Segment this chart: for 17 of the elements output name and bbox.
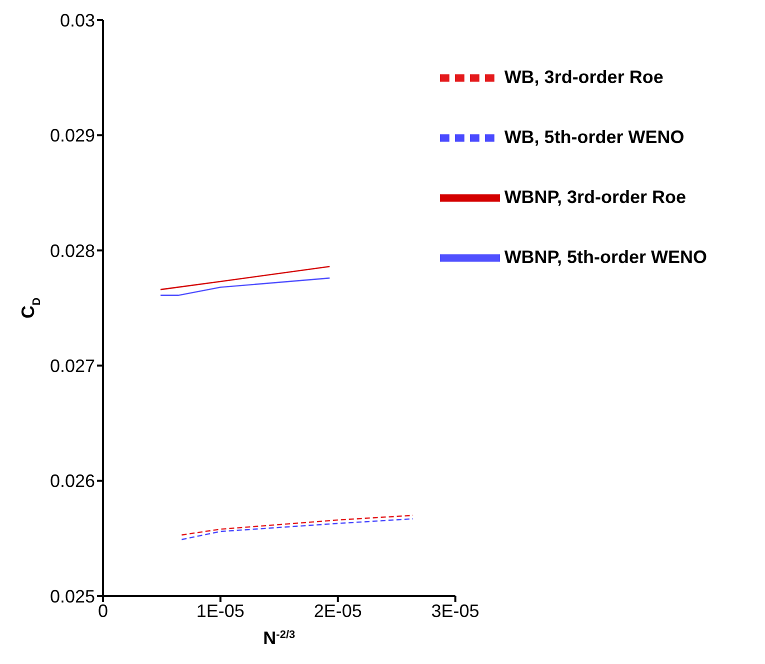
legend-label: WBNP, 5th-order WENO [504,246,707,267]
y-tick-label: 0.029 [50,126,95,146]
x-tick-label: 2E-05 [314,600,362,621]
x-tick-label: 1E-05 [196,600,244,621]
y-tick-label: 0.028 [50,240,95,261]
y-tick-label: 0.025 [50,586,95,606]
line-series [181,518,414,540]
x-tick-label: 3E-05 [431,600,480,621]
y-tick-label: 0.027 [50,356,95,376]
legend-label: WB, 5th-order WENO [504,126,684,147]
legend-label: WBNP, 3rd-order Roe [504,186,686,207]
legend-label: WB, 3rd-order Roe [504,66,664,87]
x-axis-title: N$^{-2/3}$ [263,628,296,648]
y-tick-label: 0.03 [60,10,95,30]
line-series [181,514,414,536]
x-tick-label: 0 [98,600,108,621]
y-tick-label: 0.026 [50,471,95,492]
